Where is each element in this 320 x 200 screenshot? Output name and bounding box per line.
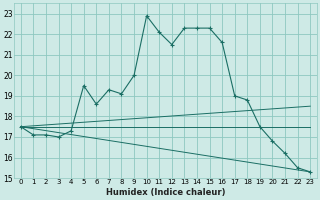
- X-axis label: Humidex (Indice chaleur): Humidex (Indice chaleur): [106, 188, 225, 197]
